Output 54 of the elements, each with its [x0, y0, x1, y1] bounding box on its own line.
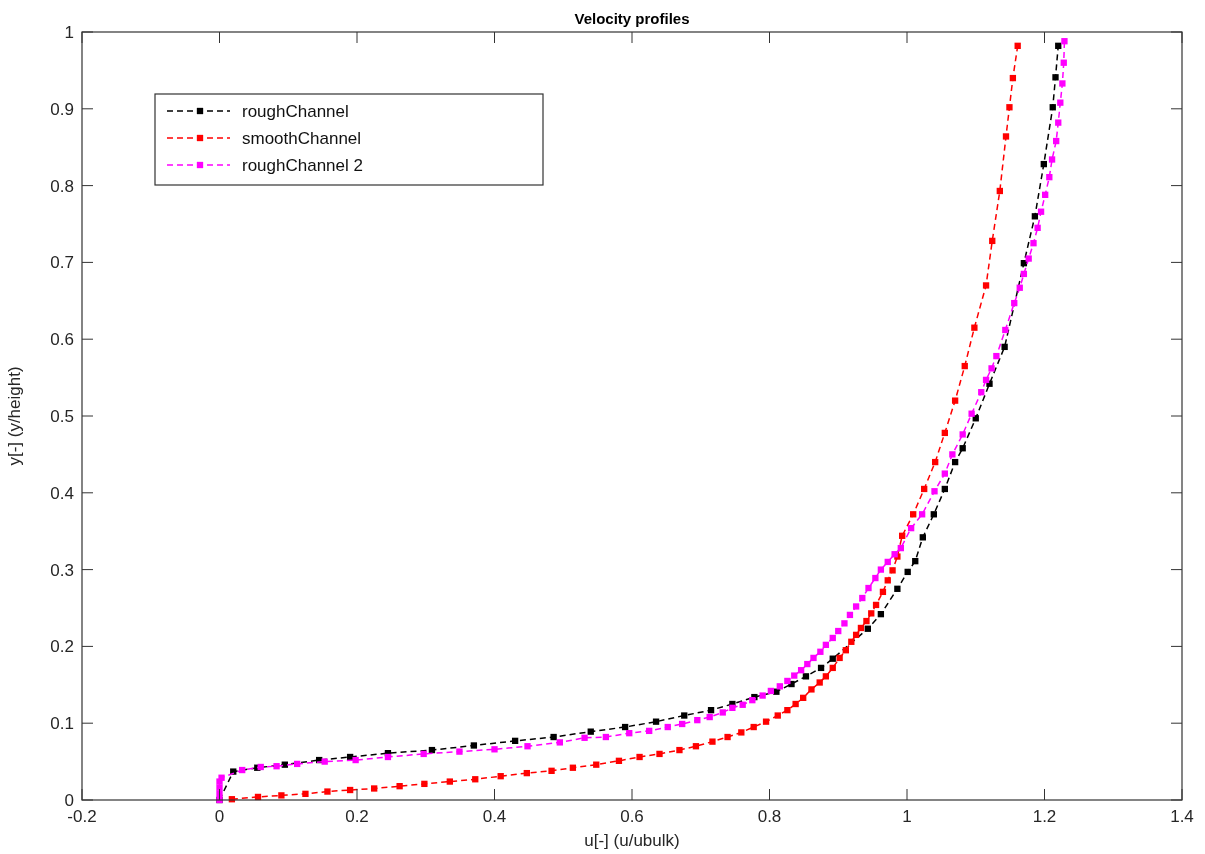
point: [930, 511, 937, 518]
y-tick-label: 0.6: [50, 330, 74, 350]
x-tick-label: 0: [214, 807, 225, 826]
y-tick-label: 0.1: [50, 714, 74, 734]
legend-label: roughChannel 2: [242, 156, 363, 175]
point: [919, 534, 926, 541]
point: [894, 585, 901, 592]
chart-title: Velocity profiles: [574, 10, 690, 27]
point: [904, 568, 911, 576]
point: [470, 742, 478, 749]
x-tick-label: -0.2: [67, 807, 97, 826]
legend-label: roughChannel: [242, 102, 349, 121]
x-axis-title: u[-] (u/ubulk): [584, 831, 680, 850]
point: [941, 485, 948, 493]
legend-label: smoothChannel: [242, 129, 362, 148]
y-tick-label: 0.3: [50, 560, 74, 580]
point: [817, 664, 825, 672]
point: [877, 610, 885, 618]
point: [1052, 74, 1059, 81]
point: [621, 723, 629, 731]
x-tick-label: 0.8: [757, 807, 782, 826]
point: [1055, 42, 1062, 49]
x-tick-label: 0.2: [345, 807, 369, 826]
y-tick-label: 1: [64, 23, 74, 42]
point: [1001, 343, 1008, 351]
y-tick-label: 0.4: [50, 483, 74, 503]
x-tick-label: 0.4: [482, 807, 507, 826]
point: [829, 655, 836, 662]
point: [864, 625, 871, 632]
point: [1031, 213, 1039, 220]
x-tick-label: 1.2: [1032, 807, 1057, 826]
point: [511, 737, 519, 745]
y-tick-label: 0: [64, 791, 74, 810]
point: [1040, 160, 1047, 168]
y-axis-title: y[-] (y/height): [5, 366, 24, 466]
x-tick-label: 1: [902, 807, 912, 826]
y-tick-label: 0.2: [50, 637, 74, 657]
point: [912, 557, 919, 565]
y-tick-label: 0.9: [50, 99, 74, 119]
x-tick-label: 0.6: [620, 807, 644, 826]
x-tick-label: 1.4: [1170, 807, 1194, 826]
y-tick-label: 0.8: [50, 176, 74, 196]
point: [707, 706, 715, 714]
point: [428, 746, 436, 754]
y-tick-label: 0.5: [50, 407, 74, 426]
point: [681, 712, 688, 719]
point: [652, 718, 660, 725]
point: [951, 458, 959, 466]
point: [959, 445, 966, 452]
point: [1049, 104, 1056, 111]
y-tick-label: 0.7: [50, 253, 74, 273]
point: [550, 733, 557, 741]
point: [587, 728, 594, 735]
point: [802, 673, 810, 680]
